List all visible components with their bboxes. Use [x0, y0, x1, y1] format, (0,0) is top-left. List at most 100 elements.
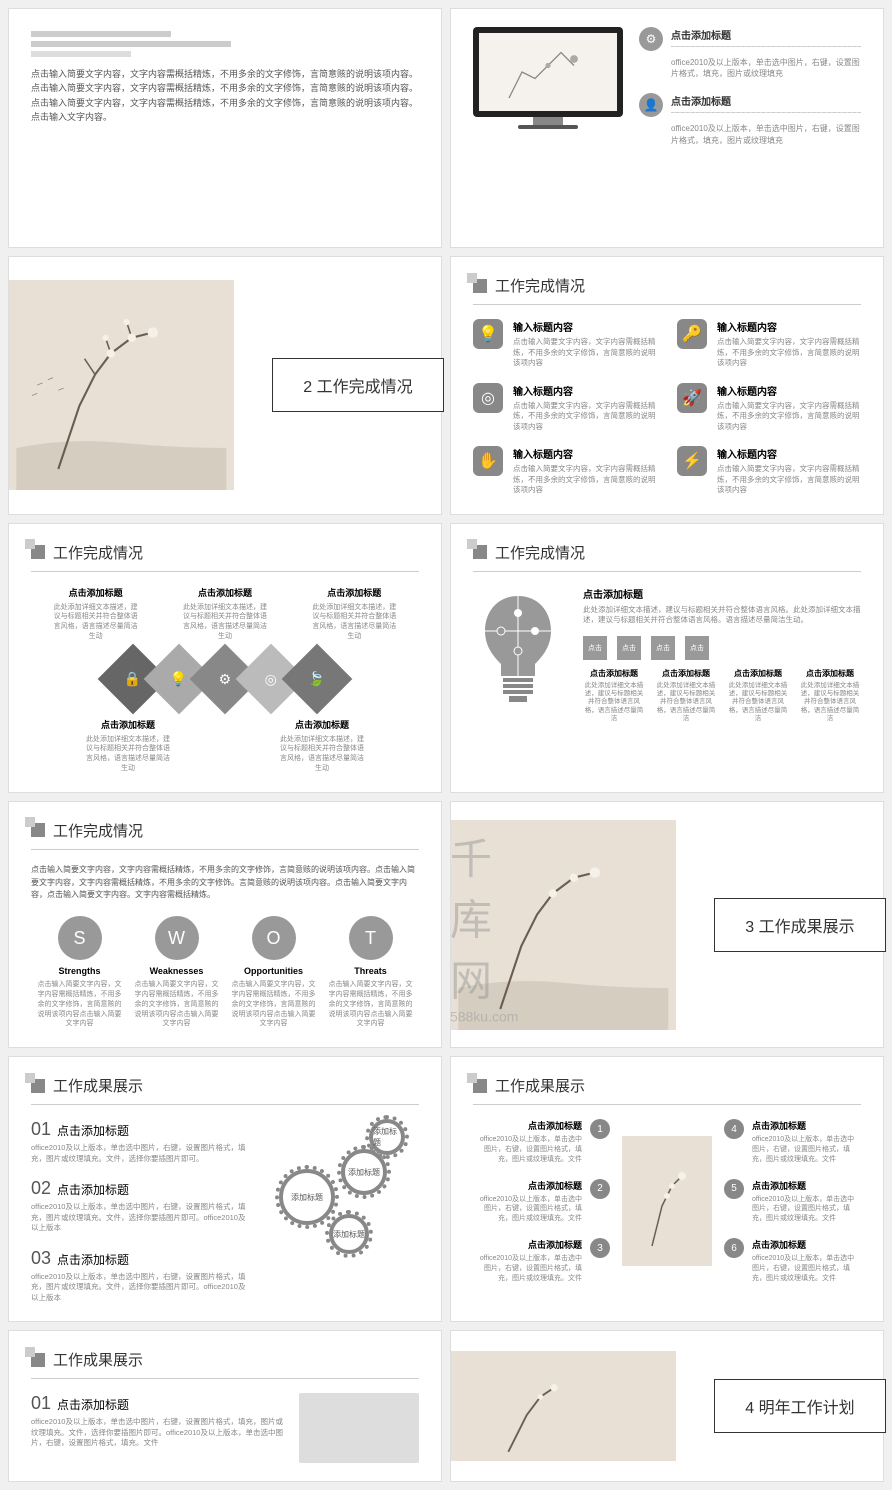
swot-label: Strengths — [35, 966, 125, 976]
slide-title: 工作完成情况 — [53, 542, 143, 563]
feature-item: ◎输入标题内容点击输入简要文字内容，文字内容需概括精炼，不用多余的文字修饰，言简… — [473, 383, 657, 433]
section-title: 工作成果展示 — [759, 919, 855, 936]
list-item: 1 点击添加标题 office2010及以上版本，单击选中图片，右键，设置图片格式，… — [473, 1119, 610, 1164]
swot-o: OOpportunities点击输入简要文字内容，文字内容需概括精炼，不用多余的… — [229, 916, 319, 1029]
col-title: 点击添加标题 — [583, 668, 645, 679]
item-title: 点击添加标题 — [473, 1179, 582, 1192]
item-title: 点击添加标题 — [57, 1398, 129, 1412]
diamond-row: 🔒 💡 ⚙ ◎ 🍃 — [31, 654, 419, 704]
item-desc: office2010及以上版本，单击选中图片，右键，设置图片格式，填充，图片或纹… — [671, 123, 861, 145]
item-title: 点击添加标题 — [473, 1119, 582, 1132]
rocket-icon: 🚀 — [677, 383, 707, 413]
item-desc: 点击输入简要文字内容，文字内容需概括精炼，不用多余的文字修饰，言简意赅的说明该项… — [513, 464, 657, 496]
item-desc: 点击输入简要文字内容，文字内容需概括精炼，不用多余的文字修饰，言简意赅的说明该项… — [717, 337, 861, 369]
bars — [31, 31, 419, 57]
list-item: 03点击添加标题office2010及以上版本，单击选中图片，右键，设置图片格式… — [31, 1248, 251, 1304]
gear-icon: ⚙ — [639, 27, 663, 51]
item-number: 01 — [31, 1393, 51, 1413]
col-desc: 此处添加详细文本描述，建议与标题相关并符合整体语言风格，语言描述尽量简洁 — [655, 682, 717, 724]
item-title: 输入标题内容 — [717, 383, 861, 398]
list-item: 2点击添加标题office2010及以上版本，单击选中图片，右键，设置图片格式，… — [473, 1179, 610, 1224]
section-num: 4 — [745, 1400, 754, 1417]
person-image — [299, 1393, 419, 1463]
section-divider-2: 2 工作完成情况 — [8, 256, 442, 515]
slide-7-swot: 工作完成情况 点击输入简要文字内容，文字内容需概括精炼，不用多余的文字修饰，言简… — [8, 801, 442, 1048]
slide-title: 工作成果展示 — [53, 1075, 143, 1096]
item-desc: office2010及以上版本，单击选中图片，右键，设置图片格式，填充，图片或纹… — [473, 1135, 582, 1164]
item-desc: office2010及以上版本，单击选中图片，右键，设置图片格式，填充，图片或纹… — [752, 1195, 861, 1224]
bulb-icon: 💡 — [473, 319, 503, 349]
list-item: 6点击添加标题office2010及以上版本，单击选中图片，右键，设置图片格式，… — [724, 1238, 861, 1283]
item-title: 点击添加标题 — [671, 93, 861, 108]
section-title-box: 4 明年工作计划 — [714, 1379, 885, 1433]
item-desc: office2010及以上版本，单击选中图片，右键，设置图片格式，填充，图片或纹… — [31, 1202, 251, 1234]
icon-list: ⚙ 点击添加标题 office2010及以上版本，单击选中图片，右键，设置图片格式… — [639, 27, 861, 146]
box: 点击 — [651, 636, 675, 660]
slide-6: 工作完成情况 点击添加标题 此处添加详细文本描述，建议与标题相关并符合整体语言风… — [450, 523, 884, 793]
swot-s: SStrengths点击输入简要文字内容，文字内容需概括精炼，不用多余的文字修饰… — [35, 916, 125, 1029]
flower-image: 2 工作完成情况 — [9, 280, 234, 490]
list-item: 01 点击添加标题 office2010及以上版本，单击选中图片，右键，设置图片格式… — [31, 1119, 251, 1164]
col-title: 点击添加标题 — [309, 586, 399, 599]
item-desc: office2010及以上版本，单击选中图片，右键，设置图片格式，填充，图片或纹… — [752, 1135, 861, 1164]
icon-item: ⚙ 点击添加标题office2010及以上版本，单击选中图片，右键，设置图片格式… — [639, 27, 861, 79]
section-num: 3 — [745, 919, 754, 936]
item-desc: office2010及以上版本，单击选中图片，右键，设置图片格式，填充，图片或纹… — [31, 1417, 283, 1449]
user-icon: 👤 — [639, 93, 663, 117]
box: 点击 — [583, 636, 607, 660]
item-title: 点击添加标题 — [57, 1124, 129, 1138]
body-text: 点击输入简要文字内容，文字内容需概括精炼，不用多余的文字修饰，言简意赅的说明该项… — [31, 67, 419, 125]
item-title: 输入标题内容 — [717, 446, 861, 461]
slide-9: 工作成果展示 01 点击添加标题 office2010及以上版本，单击选中图片，右键… — [8, 1056, 442, 1322]
number-badge: 1 — [590, 1119, 610, 1139]
swot-label: Weaknesses — [132, 966, 222, 976]
numbered-list: 01 点击添加标题 office2010及以上版本，单击选中图片，右键，设置图片格式… — [31, 1119, 251, 1303]
swot-desc: 点击输入简要文字内容，文字内容需概括精炼，不用多余的文字修饰，言简意赅的说明该项… — [229, 980, 319, 1029]
item-title: 点击添加标题 — [57, 1183, 129, 1197]
number-badge: 6 — [724, 1238, 744, 1258]
swot-t: TThreats点击输入简要文字内容，文字内容需概括精炼，不用多余的文字修饰，言… — [326, 916, 416, 1029]
col-desc: 此处添加详细文本描述，建议与标题相关并符合整体语言风格，语言描述尽量简洁 — [583, 682, 645, 724]
col-title: 点击添加标题 — [83, 718, 173, 731]
gears-diagram: 添加标题 添加标题 添加标题 添加标题 — [269, 1119, 419, 1269]
gear-label: 添加标题 — [291, 1192, 323, 1203]
item-title: 点击添加标题 — [671, 27, 861, 42]
right-title: 点击添加标题 — [583, 586, 861, 601]
gear-label: 添加标题 — [348, 1167, 380, 1178]
col-desc: 此处添加详细文本描述，建议与标题相关并符合整体语言风格，语言描述尽量简洁生动 — [83, 735, 173, 774]
col-title: 点击添加标题 — [277, 718, 367, 731]
item-desc: office2010及以上版本，单击选中图片，右键，设置图片格式，填充，图片或纹… — [473, 1254, 582, 1283]
list-item: 02 点击添加标题 office2010及以上版本，单击选中图片，右键，设置图片格式… — [31, 1178, 251, 1234]
item-number: 03 — [31, 1248, 51, 1268]
item-title: 输入标题内容 — [513, 319, 657, 334]
item-title: 点击添加标题 — [752, 1179, 861, 1192]
bottom-columns: 点击添加标题此处添加详细文本描述，建议与标题相关并符合整体语言风格，语言描述尽量… — [583, 668, 861, 724]
list-item: 01 点击添加标题 office2010及以上版本，单击选中图片，右键，设置图片格式… — [31, 1393, 283, 1463]
top-descriptions: 点击添加标题此处添加详细文本描述，建议与标题相关并符合整体语言风格，语言描述尽量… — [31, 586, 419, 642]
section-divider-3: 3 工作成果展示 — [450, 801, 884, 1048]
section-title-box: 2 工作完成情况 — [272, 358, 443, 412]
item-desc: office2010及以上版本，单击选中图片，右键，设置图片格式，填充，图片或纹… — [31, 1143, 251, 1164]
col-title: 点击添加标题 — [799, 668, 861, 679]
right-desc: 此处添加详细文本描述，建议与标题相关并符合整体语言风格。此处添加详细文本描述，建… — [583, 605, 861, 626]
hand-icon: ✋ — [473, 446, 503, 476]
item-title: 输入标题内容 — [513, 383, 657, 398]
item-number: 02 — [31, 1178, 51, 1198]
item-title: 点击添加标题 — [752, 1119, 861, 1132]
box: 点击 — [685, 636, 709, 660]
monitor-illustration — [473, 27, 623, 129]
col-desc: 此处添加详细文本描述，建议与标题相关并符合整体语言风格，语言描述尽量简洁生动 — [51, 603, 141, 642]
color-boxes: 点击 点击 点击 点击 — [583, 636, 861, 660]
item-number: 01 — [31, 1119, 51, 1139]
number-badge: 5 — [724, 1179, 744, 1199]
swot-desc: 点击输入简要文字内容，文字内容需概括精炼，不用多余的文字修饰，言简意赅的说明该项… — [326, 980, 416, 1029]
slide-5: 工作完成情况 点击添加标题此处添加详细文本描述，建议与标题相关并符合整体语言风格… — [8, 523, 442, 793]
section-divider-4: 4 明年工作计划 — [450, 1330, 884, 1482]
col-desc: 此处添加详细文本描述，建议与标题相关并符合整体语言风格，语言描述尽量简洁生动 — [309, 603, 399, 642]
number-badge: 3 — [590, 1238, 610, 1258]
section-title: 明年工作计划 — [759, 1400, 855, 1417]
feature-item: 🚀 输入标题内容点击输入简要文字内容，文字内容需概括精炼，不用多余的文字修饰，言简… — [677, 383, 861, 433]
right-column: 4点击添加标题office2010及以上版本，单击选中图片，右键，设置图片格式，… — [724, 1119, 861, 1283]
feature-item: ⚡输入标题内容点击输入简要文字内容，文字内容需概括精炼，不用多余的文字修饰，言简… — [677, 446, 861, 496]
item-desc: 点击输入简要文字内容，文字内容需概括精炼，不用多余的文字修饰，言简意赅的说明该项… — [717, 401, 861, 433]
